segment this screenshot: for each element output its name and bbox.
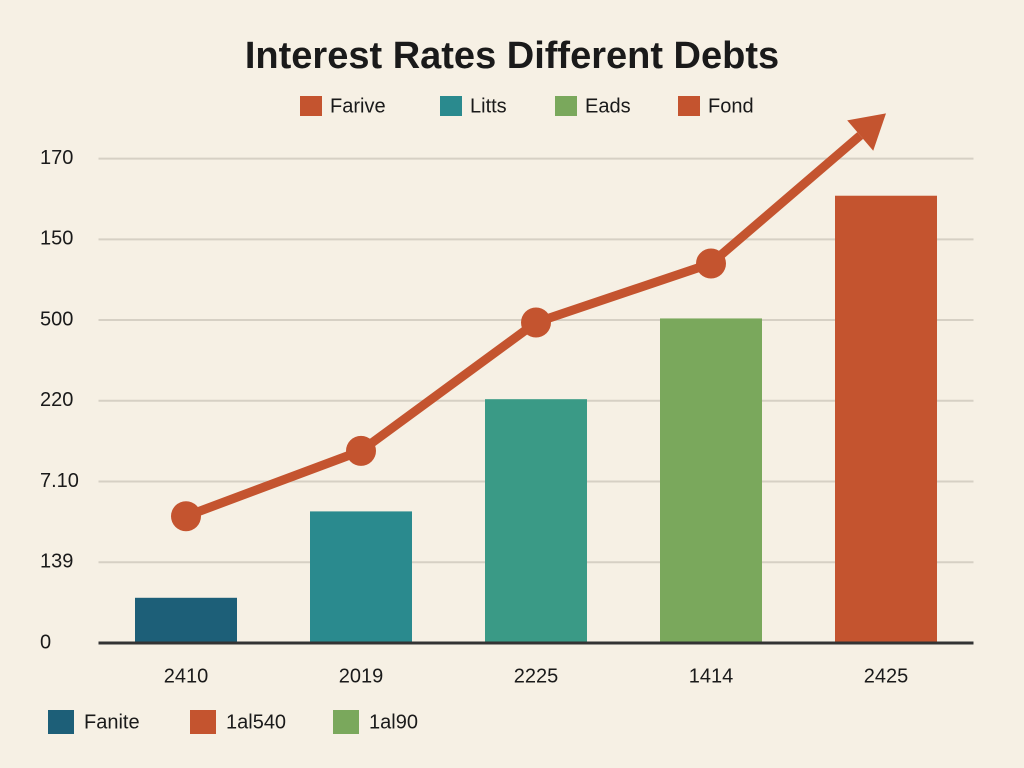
trend-point bbox=[521, 307, 551, 338]
trend-arrowhead bbox=[847, 113, 886, 151]
legend-swatch bbox=[300, 96, 322, 116]
legend-swatch bbox=[333, 710, 359, 734]
trend-point bbox=[171, 501, 201, 532]
bar bbox=[485, 399, 587, 643]
x-tick-label: 2410 bbox=[164, 665, 209, 687]
legend-swatch bbox=[48, 710, 74, 734]
legend-label: Litts bbox=[470, 95, 507, 117]
x-tick-label: 2019 bbox=[339, 665, 384, 687]
legend-swatch bbox=[190, 710, 216, 734]
bar bbox=[135, 597, 237, 643]
y-tick-label: 0 bbox=[40, 631, 51, 653]
legend-label: Fanite bbox=[84, 711, 140, 733]
legend-swatch bbox=[555, 96, 577, 116]
chart-title: Interest Rates Different Debts bbox=[245, 35, 779, 77]
legend-label: 1al90 bbox=[369, 711, 418, 733]
bar bbox=[310, 511, 412, 643]
x-tick-label: 2225 bbox=[514, 665, 559, 687]
y-tick-label: 139 bbox=[40, 551, 73, 573]
legend-swatch bbox=[440, 96, 462, 116]
legend-swatch bbox=[678, 96, 700, 116]
trend-point bbox=[696, 248, 726, 279]
legend-label: Eads bbox=[585, 95, 631, 117]
x-tick-label: 1414 bbox=[689, 665, 734, 687]
legend-label: 1al540 bbox=[226, 711, 286, 733]
y-tick-label: 500 bbox=[40, 308, 73, 330]
legend-label: Fond bbox=[708, 95, 754, 117]
legend-label: Farive bbox=[330, 95, 386, 117]
y-tick-label: 7.10 bbox=[40, 470, 79, 492]
x-tick-label: 2425 bbox=[864, 665, 909, 687]
bar bbox=[835, 195, 937, 643]
trend-point bbox=[346, 435, 376, 466]
y-tick-label: 170 bbox=[40, 147, 73, 169]
y-tick-label: 220 bbox=[40, 389, 73, 411]
y-tick-label: 150 bbox=[40, 228, 73, 250]
bar bbox=[660, 318, 762, 643]
